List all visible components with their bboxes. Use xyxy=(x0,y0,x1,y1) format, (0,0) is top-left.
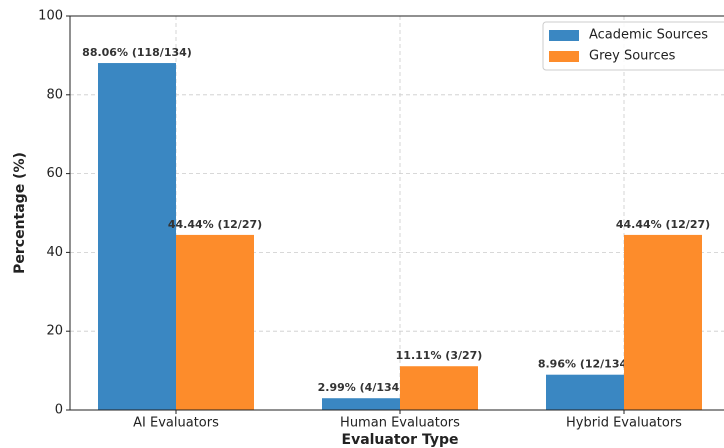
value-label: 88.06% (118/134) xyxy=(82,46,192,59)
legend-swatch xyxy=(549,30,579,41)
legend-label: Grey Sources xyxy=(589,49,676,64)
value-label: 2.99% (4/134) xyxy=(318,381,405,394)
y-tick-label: 0 xyxy=(55,403,63,418)
value-label: 8.96% (12/134) xyxy=(538,358,632,371)
x-tick-label: Hybrid Evaluators xyxy=(566,416,682,431)
y-tick-label: 100 xyxy=(38,9,63,24)
bar xyxy=(176,234,254,410)
value-label: 44.44% (12/27) xyxy=(616,218,710,231)
y-tick-label: 80 xyxy=(46,87,63,102)
legend-label: Academic Sources xyxy=(589,28,708,43)
y-tick-label: 60 xyxy=(46,166,63,181)
legend-box xyxy=(542,21,724,71)
bar xyxy=(400,366,478,410)
x-tick-label: AI Evaluators xyxy=(133,416,219,431)
legend-swatch xyxy=(549,51,579,62)
value-label: 44.44% (12/27) xyxy=(168,218,262,231)
y-tick-label: 20 xyxy=(46,324,63,339)
x-tick-label: Human Evaluators xyxy=(340,416,460,431)
bar xyxy=(98,63,176,410)
bar xyxy=(546,374,624,410)
value-label: 11.11% (3/27) xyxy=(396,349,483,362)
y-tick-label: 40 xyxy=(46,245,63,260)
bar xyxy=(322,398,400,410)
x-axis-label: Evaluator Type xyxy=(342,432,459,448)
bar xyxy=(624,234,702,410)
y-axis-label: Percentage (%) xyxy=(12,152,28,274)
